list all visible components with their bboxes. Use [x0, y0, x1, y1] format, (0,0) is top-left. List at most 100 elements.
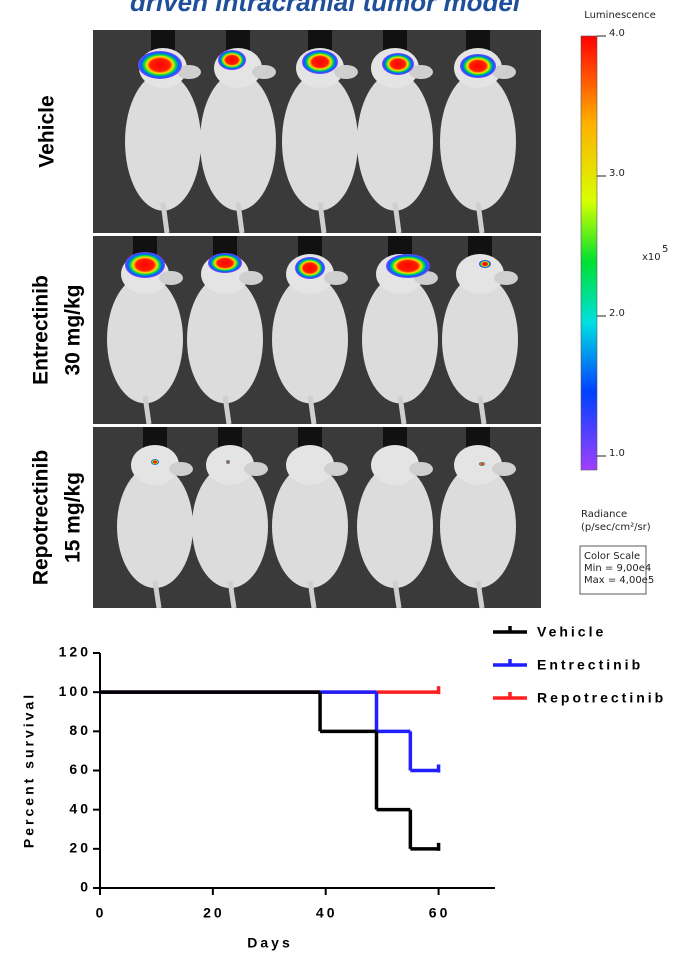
- nose-cone: [466, 30, 490, 52]
- nose-cone: [133, 236, 157, 258]
- row-label: Entrectinib: [30, 275, 53, 385]
- row-label: 15 mg/kg: [62, 472, 85, 563]
- mouse-body: [357, 465, 433, 589]
- mouse-ear: [252, 65, 276, 79]
- mouse-tail: [475, 202, 485, 234]
- bioluminescence-signal: [295, 257, 325, 279]
- mouse-head: [456, 254, 504, 294]
- nose-cone: [213, 236, 237, 258]
- mouse-tail: [475, 580, 485, 609]
- nose-cone: [466, 427, 490, 449]
- x-tick-label: 20: [203, 905, 225, 921]
- scale-box: [579, 545, 647, 595]
- unit: (p/sec/cm²/sr): [581, 522, 651, 533]
- mouse-body: [442, 275, 518, 404]
- bioluminescence-signal: [382, 53, 414, 75]
- nose-cone: [298, 236, 322, 258]
- bioluminescence-signal: [208, 253, 242, 273]
- mouse-ear: [494, 271, 518, 285]
- mouse-ear: [409, 65, 433, 79]
- x-tick-label: 0: [96, 905, 107, 921]
- mouse-head: [371, 445, 419, 485]
- mouse-tail: [397, 395, 407, 425]
- nose-cone: [468, 236, 492, 258]
- bioluminescence-signal: [151, 459, 159, 465]
- legend-label: Vehicle: [537, 624, 606, 640]
- mouse-body: [187, 275, 263, 404]
- mouse-ear: [244, 462, 268, 476]
- row-label: Repotrectinib: [30, 450, 53, 585]
- y-tick-label: 40: [69, 800, 91, 816]
- colorbar-title: Luminescence: [584, 10, 656, 21]
- nose-cone: [226, 30, 250, 52]
- bioluminescence-signal: [302, 50, 338, 74]
- x-tick-label: 60: [429, 905, 451, 921]
- mouse-ear: [409, 462, 433, 476]
- colorbar: [580, 35, 598, 471]
- mouse-ear: [159, 271, 183, 285]
- mouse-body: [200, 72, 276, 211]
- colorbar-tick-label: 4.0: [609, 28, 625, 39]
- mouse-head: [206, 445, 254, 485]
- mouse-tail: [160, 202, 170, 234]
- x-tick-label: 40: [316, 905, 338, 921]
- colorbar-tick-label: 3.0: [609, 168, 625, 179]
- nose-cone: [388, 236, 412, 258]
- mouse-tail: [392, 202, 402, 234]
- bioluminescence-signal: [479, 462, 485, 466]
- y-tick-label: 120: [59, 644, 91, 660]
- mouse-tail: [152, 580, 162, 609]
- nose-cone: [143, 427, 167, 449]
- mouse-ear: [492, 462, 516, 476]
- mouse-body: [440, 72, 516, 211]
- mouse-tail: [222, 395, 232, 425]
- bioluminescence-signal: [479, 260, 491, 268]
- y-axis-label: Percent survival: [21, 692, 37, 848]
- mouse-body: [357, 72, 433, 211]
- nose-cone: [383, 30, 407, 52]
- mouse-tail: [235, 202, 245, 234]
- nose-cone: [383, 427, 407, 449]
- nose-cone: [298, 427, 322, 449]
- mouse-ear: [239, 271, 263, 285]
- mouse-ear: [324, 271, 348, 285]
- mouse-body: [272, 275, 348, 404]
- mouse-body: [192, 465, 268, 589]
- scale-box-line: Min = 9,00e4: [584, 563, 651, 574]
- mouse-tail: [317, 202, 327, 234]
- colorbar-tick-label: 1.0: [609, 448, 625, 459]
- mouse-body: [440, 465, 516, 589]
- legend-label: Entrectinib: [537, 657, 643, 673]
- mouse-body: [272, 465, 348, 589]
- y-tick-label: 20: [69, 840, 91, 856]
- nose-cone: [218, 427, 242, 449]
- mouse-ear: [177, 65, 201, 79]
- imaging-panels: Vehicle Entrectinib 30 mg/kg Repotrectinib 1…: [30, 10, 668, 609]
- mouse-body: [362, 275, 438, 404]
- mouse-ear: [169, 462, 193, 476]
- x-axis-label: Days: [247, 935, 292, 951]
- mouse-tail: [307, 395, 317, 425]
- bioluminescence-signal: [460, 54, 496, 78]
- colorbar-multiplier: x10: [642, 252, 661, 263]
- scale-box-line: Color Scale: [584, 551, 640, 562]
- mouse-body: [117, 465, 193, 589]
- mouse-body: [107, 275, 183, 404]
- mouse-tail: [142, 395, 152, 425]
- colorbar-tick-label: 2.0: [609, 308, 625, 319]
- bioluminescence-signal: [386, 254, 430, 278]
- mouse-ear: [324, 462, 348, 476]
- bioluminescence-signal: [138, 51, 182, 79]
- bioluminescence-signal: [226, 460, 230, 464]
- row-label: 30 mg/kg: [62, 284, 85, 375]
- nose-cone: [308, 30, 332, 52]
- unit-title: Radiance: [581, 509, 627, 520]
- y-tick-label: 100: [59, 683, 91, 699]
- colorbar-exponent: 5: [662, 244, 668, 255]
- bioluminescence-signal: [218, 50, 246, 70]
- nose-cone: [151, 30, 175, 52]
- figure-title: driven intracranial tumor model: [130, 0, 521, 17]
- y-tick-label: 80: [69, 722, 91, 738]
- scale-box-line: Max = 4,00e5: [584, 575, 654, 586]
